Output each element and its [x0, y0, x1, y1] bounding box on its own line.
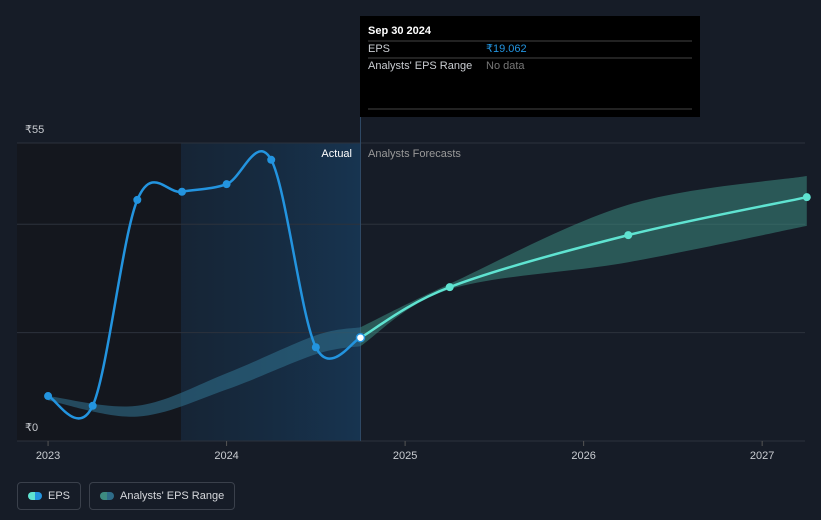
x-tick-label: 2024: [214, 450, 238, 462]
tooltip-label: Analysts' EPS Range: [368, 60, 472, 72]
y-tick-label: ₹55: [25, 124, 44, 136]
x-tick-label: 2023: [36, 450, 60, 462]
x-tick-label: 2025: [393, 450, 417, 462]
legend-label: EPS: [48, 490, 71, 502]
eps-line: [47, 150, 362, 420]
legend-eps[interactable]: EPS: [17, 482, 82, 510]
range-band: [48, 327, 361, 417]
tooltip: [360, 16, 700, 117]
eps-point: [267, 155, 276, 164]
y-tick-label: ₹0: [25, 422, 38, 434]
eps-point: [311, 343, 320, 352]
eps-line: [359, 195, 808, 339]
chart: ₹0 ₹55 2023 2024 2025 2026 2027 Sep 30 2024 EP…: [17, 16, 811, 462]
region-label: Actual: [321, 148, 352, 160]
eps-point: [802, 193, 811, 202]
eps-point: [177, 187, 186, 196]
eps-point: [445, 283, 454, 292]
x-tick-label: 2026: [571, 450, 595, 462]
tooltip-label: EPS: [368, 43, 390, 55]
legend-label: Analysts' EPS Range: [120, 490, 225, 502]
eps-point: [222, 180, 231, 189]
legend-range[interactable]: Analysts' EPS Range: [89, 482, 236, 510]
eps-point: [88, 401, 97, 410]
eps-point: [355, 332, 366, 343]
eps-point: [44, 392, 53, 401]
legend-swatch: [100, 492, 115, 500]
tooltip-value: No data: [486, 60, 525, 72]
tooltip-date: Sep 30 2024: [368, 25, 432, 37]
x-tick-label: 2027: [750, 450, 774, 462]
legend-swatch: [28, 492, 42, 500]
past-shade: [17, 143, 181, 441]
legend: EPS Analysts' EPS Range: [17, 482, 236, 510]
region-label: Analysts Forecasts: [368, 148, 461, 160]
eps-point: [624, 231, 633, 240]
range-band: [360, 176, 807, 347]
tooltip-value: ₹19.062: [486, 43, 527, 55]
eps-point: [133, 195, 142, 204]
